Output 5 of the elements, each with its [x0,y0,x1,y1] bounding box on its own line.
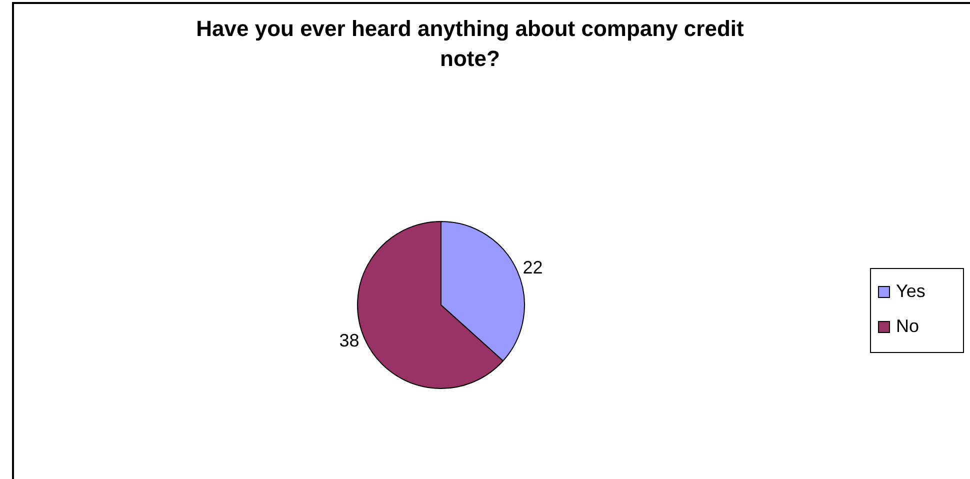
legend-label: No [896,316,920,336]
data-label: 38 [339,330,360,350]
legend-label: Yes [896,280,926,301]
data-label: 22 [522,258,543,278]
chart-title: Have you ever heard anything about company credit note? [195,15,745,73]
